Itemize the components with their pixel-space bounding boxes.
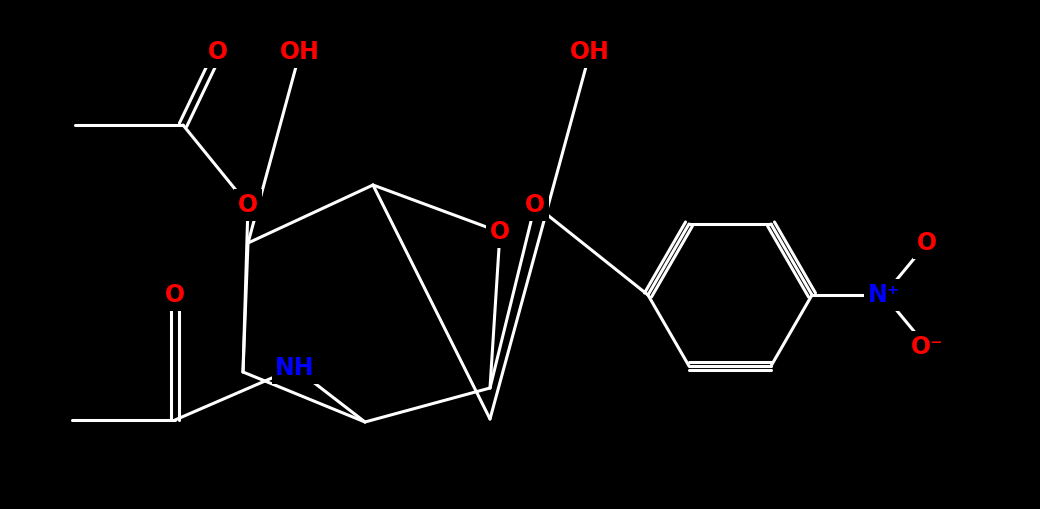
- Text: O: O: [208, 40, 228, 64]
- Text: O: O: [490, 220, 510, 244]
- Text: NH: NH: [276, 356, 315, 380]
- Text: O: O: [917, 231, 937, 255]
- Text: O⁻: O⁻: [911, 335, 943, 359]
- Text: OH: OH: [280, 40, 320, 64]
- Text: O: O: [525, 193, 545, 217]
- Text: O: O: [165, 283, 185, 307]
- Text: N⁺: N⁺: [867, 283, 901, 307]
- Text: O: O: [238, 193, 258, 217]
- Text: OH: OH: [570, 40, 609, 64]
